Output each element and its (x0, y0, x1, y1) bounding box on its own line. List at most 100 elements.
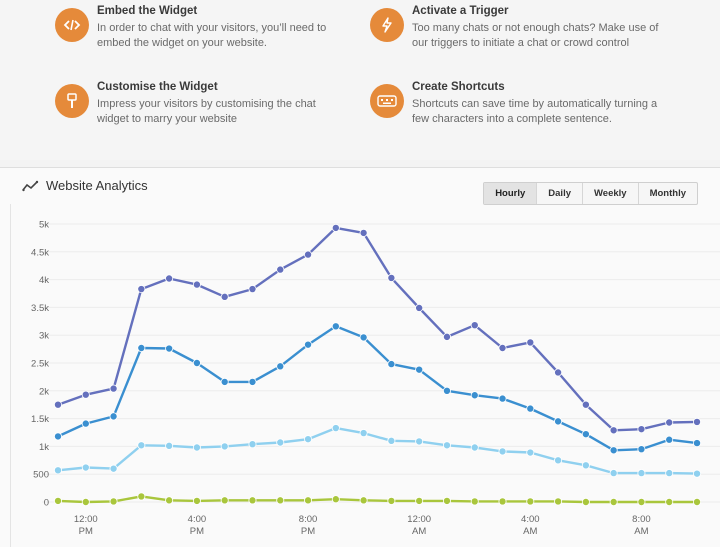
data-point (220, 292, 229, 301)
data-point (192, 358, 201, 367)
data-point (137, 492, 146, 501)
x-tick-label: 12:00 (407, 514, 431, 525)
feature-title: Customise the Widget (97, 81, 218, 93)
data-point (581, 430, 590, 439)
data-point (304, 340, 313, 349)
data-point (248, 285, 257, 294)
data-point (442, 386, 451, 395)
y-tick-label: 4k (39, 275, 49, 286)
data-point (220, 377, 229, 386)
data-point (498, 497, 507, 506)
feature-title: Create Shortcuts (412, 81, 505, 93)
data-point (554, 456, 563, 465)
data-point (581, 400, 590, 409)
y-tick-label: 1.5k (31, 414, 49, 425)
data-point (387, 496, 396, 505)
data-point (415, 303, 424, 312)
data-point (526, 338, 535, 347)
data-point (526, 448, 535, 457)
x-tick-label: 12:00 (74, 514, 98, 525)
data-point (359, 496, 368, 505)
feature-desc: Shortcuts can save time by automatically… (412, 98, 658, 125)
data-point (554, 417, 563, 426)
data-point (387, 273, 396, 282)
data-point (470, 443, 479, 452)
y-tick-label: 3k (39, 331, 49, 342)
analytics-chart: 0 500 1k 1.5k 2k 2.5k 3k 3.5k 4k 4.5k 5k 12:00 PM 4:0… (0, 204, 720, 547)
brush-icon (55, 84, 89, 118)
divider (0, 167, 720, 168)
range-hourly-button[interactable]: Hourly (484, 183, 537, 204)
range-daily-button[interactable]: Daily (536, 183, 582, 204)
feature-desc: Too many chats or not enough chats? Make… (412, 22, 659, 49)
data-point (248, 440, 257, 449)
data-point (81, 390, 90, 399)
range-monthly-button[interactable]: Monthly (637, 183, 697, 204)
y-tick-label: 4.5k (31, 247, 49, 258)
y-tick-label: 2.5k (31, 359, 49, 370)
data-point (81, 463, 90, 472)
code-icon (55, 8, 89, 42)
data-point (276, 438, 285, 447)
range-weekly-button[interactable]: Weekly (582, 183, 638, 204)
data-point (109, 412, 118, 421)
features-panel: Embed the Widget In order to chat with y… (0, 0, 720, 160)
data-point (248, 377, 257, 386)
data-point (81, 497, 90, 506)
data-point (192, 496, 201, 505)
data-point (304, 250, 313, 259)
data-point (609, 469, 618, 478)
x-tick-label: 8:00 (299, 514, 318, 525)
data-point (665, 469, 674, 478)
data-point (637, 469, 646, 478)
series-line (57, 226, 698, 432)
x-tick-label: AM (523, 526, 537, 537)
line-chart-icon (22, 180, 39, 191)
x-tick-label: 8:00 (632, 514, 651, 525)
data-point (54, 496, 63, 505)
data-point (637, 425, 646, 434)
data-point (331, 495, 340, 504)
data-point (415, 496, 424, 505)
x-tick-label: 4:00 (521, 514, 540, 525)
data-point (331, 424, 340, 433)
y-tick-label: 0 (44, 498, 49, 509)
data-point (276, 265, 285, 274)
data-point (54, 466, 63, 475)
feature-title: Embed the Widget (97, 5, 198, 17)
data-point (165, 274, 174, 283)
data-point (415, 365, 424, 374)
data-point (192, 280, 201, 289)
data-point (526, 497, 535, 506)
data-point (165, 496, 174, 505)
data-point (609, 497, 618, 506)
data-point (109, 497, 118, 506)
data-point (415, 437, 424, 446)
data-point (54, 400, 63, 409)
data-point (554, 497, 563, 506)
data-point (498, 343, 507, 352)
data-point (470, 391, 479, 400)
data-point (470, 497, 479, 506)
data-point (165, 344, 174, 353)
data-point (276, 496, 285, 505)
data-point (442, 332, 451, 341)
data-point (581, 497, 590, 506)
data-point (387, 360, 396, 369)
analytics-card: Website Analytics Hourly Daily Weekly Mo… (0, 168, 720, 547)
data-point (581, 461, 590, 470)
range-toggle: Hourly Daily Weekly Monthly (483, 182, 698, 205)
data-point (554, 368, 563, 377)
data-point (220, 442, 229, 451)
data-point (220, 496, 229, 505)
data-point (109, 384, 118, 393)
data-point (359, 429, 368, 438)
data-point (693, 469, 702, 478)
data-point (665, 497, 674, 506)
data-point (137, 285, 146, 294)
data-point (693, 417, 702, 426)
data-point (665, 435, 674, 444)
data-point (304, 496, 313, 505)
y-tick-label: 500 (33, 470, 49, 481)
data-point (276, 362, 285, 371)
